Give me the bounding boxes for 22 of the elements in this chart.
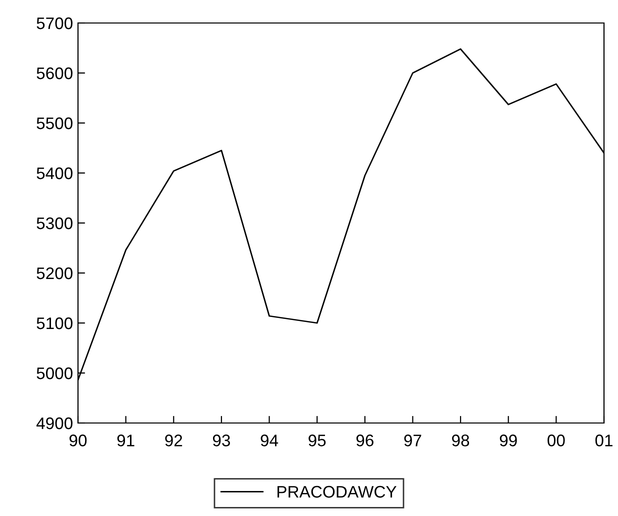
y-tick-label: 4900 bbox=[36, 417, 72, 430]
legend-label: PRACODAWCY bbox=[278, 486, 396, 498]
y-tick-label: 5400 bbox=[36, 167, 72, 180]
x-tick-label: 95 bbox=[308, 434, 326, 446]
y-tick-label: 5200 bbox=[36, 267, 72, 280]
y-tick-label: 5000 bbox=[36, 367, 72, 380]
y-tick-label: 5600 bbox=[36, 67, 72, 80]
x-tick-label: 98 bbox=[452, 434, 470, 446]
x-tick-label: 01 bbox=[595, 434, 612, 446]
y-tick-label: 5300 bbox=[36, 217, 72, 230]
x-tick-label: 94 bbox=[260, 434, 278, 446]
x-tick-label: 91 bbox=[117, 434, 134, 446]
x-tick-label: 90 bbox=[70, 434, 87, 446]
y-tick-label: 5700 bbox=[36, 17, 72, 30]
y-tick-label: 5100 bbox=[36, 317, 72, 330]
x-tick-label: 92 bbox=[165, 434, 182, 446]
x-tick-label: 96 bbox=[356, 434, 374, 446]
x-tick-label: 00 bbox=[548, 434, 565, 446]
x-tick-label: 93 bbox=[212, 434, 230, 446]
x-tick-label: 99 bbox=[500, 434, 517, 446]
y-tick-label: 5500 bbox=[36, 117, 72, 130]
x-tick-label: 97 bbox=[404, 434, 422, 446]
